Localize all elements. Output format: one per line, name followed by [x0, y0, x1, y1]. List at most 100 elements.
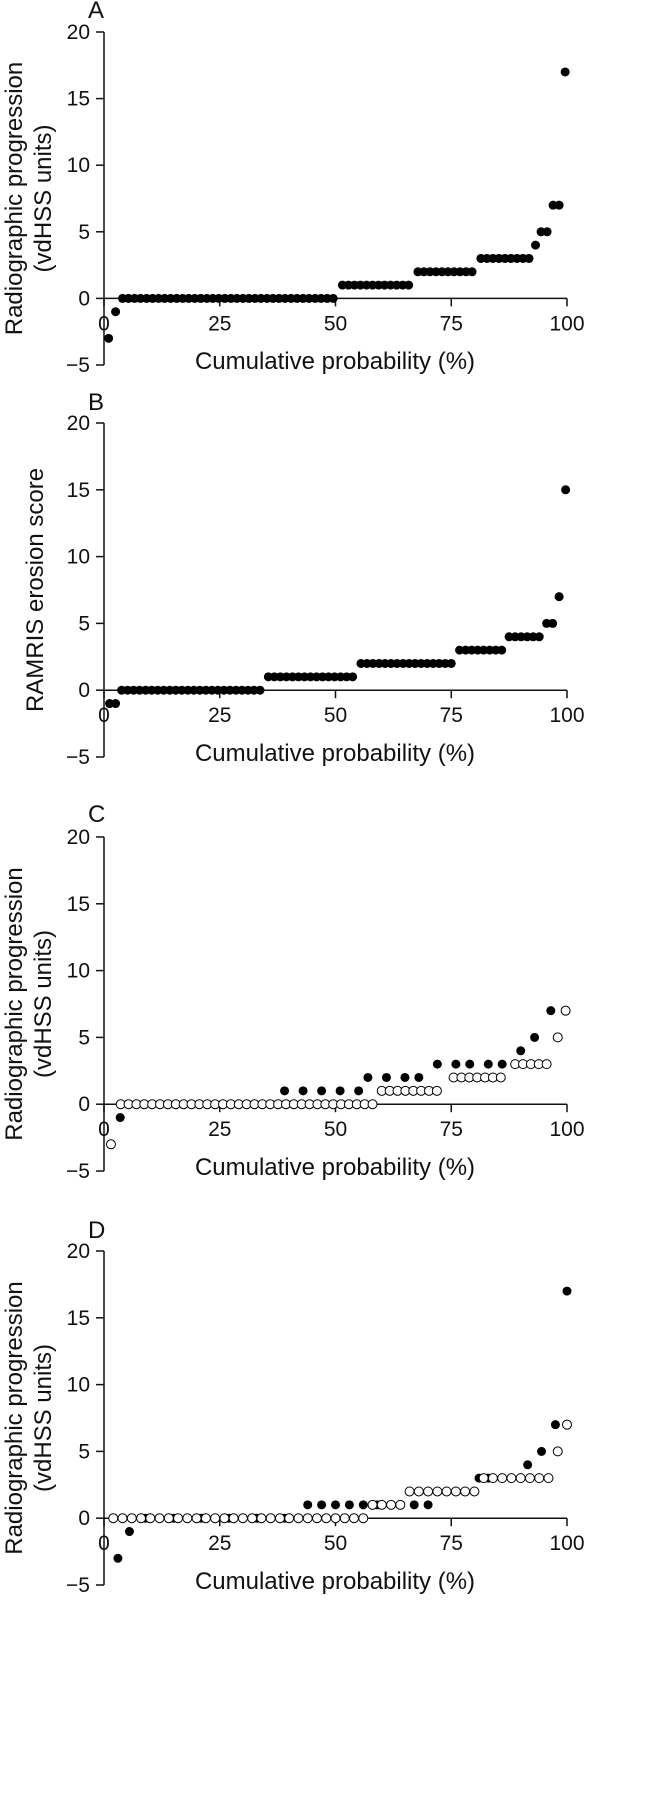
data-point-open [506, 1473, 517, 1484]
data-point-filled [400, 1072, 410, 1082]
y-tick-label: 15 [67, 1307, 90, 1330]
x-tick-label: 75 [440, 312, 463, 335]
data-point-open [478, 1473, 489, 1484]
y-tick-label: 0 [78, 1507, 90, 1530]
data-point-filled [328, 293, 338, 303]
data-point-filled [537, 1446, 547, 1456]
y-tick-label: 15 [67, 893, 90, 916]
y-tick-label: 5 [78, 1440, 90, 1463]
data-point-filled [530, 1032, 540, 1042]
y-tick-label: 0 [78, 1093, 90, 1116]
data-point-filled [124, 1527, 134, 1537]
data-point-filled [344, 1500, 354, 1510]
panel-letter: A [88, 0, 104, 24]
data-point-open [247, 1513, 258, 1524]
data-point-open [515, 1473, 526, 1484]
x-axis-label: Cumulative probability (%) [195, 1154, 475, 1181]
y-tick-label: −5 [66, 354, 90, 377]
data-point-open [495, 1072, 506, 1083]
data-point-filled [317, 1086, 327, 1096]
data-point-open [432, 1486, 443, 1497]
data-point-filled [331, 1500, 340, 1510]
x-tick-label: 25 [208, 704, 231, 727]
data-point-open [431, 1085, 442, 1096]
data-point-open [321, 1513, 332, 1524]
y-tick-label: −5 [66, 746, 90, 769]
y-tick-label: 0 [78, 679, 90, 702]
data-point-filled [354, 1086, 364, 1096]
y-axis-label: (vdHSS units) [30, 1344, 57, 1492]
data-point-open [200, 1513, 211, 1524]
data-point-filled [335, 1086, 345, 1096]
x-tick-label: 0 [98, 312, 110, 335]
x-tick-label: 50 [324, 704, 347, 727]
data-point-filled [542, 227, 552, 237]
data-point-filled [104, 333, 114, 343]
data-point-filled [317, 1500, 327, 1510]
x-tick-label: 75 [440, 704, 463, 727]
x-tick-label: 0 [98, 1532, 110, 1555]
data-point-open [534, 1473, 545, 1484]
data-point-open [497, 1473, 508, 1484]
data-point-open [395, 1499, 406, 1510]
data-point-open [108, 1513, 119, 1524]
y-tick-label: 15 [67, 479, 90, 502]
data-point-open [330, 1513, 341, 1524]
data-point-open [210, 1513, 221, 1524]
data-point-filled [363, 1072, 373, 1082]
data-point-filled [348, 672, 358, 682]
x-tick-label: 0 [98, 1118, 110, 1141]
data-point-filled [534, 632, 544, 642]
data-point-open [105, 1139, 116, 1150]
data-point-open [219, 1513, 230, 1524]
x-tick-label: 100 [549, 1118, 584, 1141]
data-point-open [386, 1499, 397, 1510]
data-point-filled [432, 1059, 442, 1069]
x-tick-label: 50 [324, 1118, 347, 1141]
data-point-open [173, 1513, 184, 1524]
data-point-open [154, 1513, 165, 1524]
y-tick-label: 5 [78, 221, 90, 244]
x-tick-label: 25 [208, 1532, 231, 1555]
data-point-filled [414, 1072, 424, 1082]
data-point-open [256, 1513, 267, 1524]
panel-letter: B [88, 389, 104, 416]
data-point-open [460, 1486, 471, 1497]
data-point-filled [548, 618, 558, 628]
data-point-filled [483, 1059, 493, 1069]
data-point-open [237, 1513, 248, 1524]
y-tick-label: 20 [67, 1240, 90, 1263]
data-point-open [358, 1513, 369, 1524]
x-tick-label: 25 [208, 1118, 231, 1141]
data-point-open [191, 1513, 202, 1524]
data-point-open [413, 1486, 424, 1497]
data-point-filled [280, 1086, 290, 1096]
data-point-filled [303, 1500, 313, 1510]
data-point-filled [255, 685, 265, 695]
data-point-filled [423, 1500, 433, 1510]
data-point-open [524, 1473, 535, 1484]
data-point-open [487, 1473, 498, 1484]
data-point-filled [465, 1059, 475, 1069]
x-axis-label: Cumulative probability (%) [195, 348, 475, 375]
data-point-filled [497, 1059, 507, 1069]
data-point-filled [524, 253, 534, 263]
y-tick-label: 5 [78, 612, 90, 635]
data-point-open [423, 1486, 434, 1497]
data-point-open [117, 1513, 128, 1524]
x-tick-label: 50 [324, 312, 347, 335]
y-tick-label: 20 [67, 826, 90, 849]
data-point-open [441, 1486, 452, 1497]
data-point-open [302, 1513, 313, 1524]
y-axis-label: RAMRIS erosion score [22, 468, 49, 712]
data-point-filled [298, 1086, 308, 1096]
data-point-filled [115, 1113, 125, 1123]
data-point-open [293, 1513, 304, 1524]
x-axis-label: Cumulative probability (%) [195, 1568, 475, 1595]
data-point-filled [523, 1460, 533, 1470]
data-point-open [376, 1499, 387, 1510]
y-tick-label: 0 [78, 287, 90, 310]
data-point-filled [111, 307, 121, 317]
